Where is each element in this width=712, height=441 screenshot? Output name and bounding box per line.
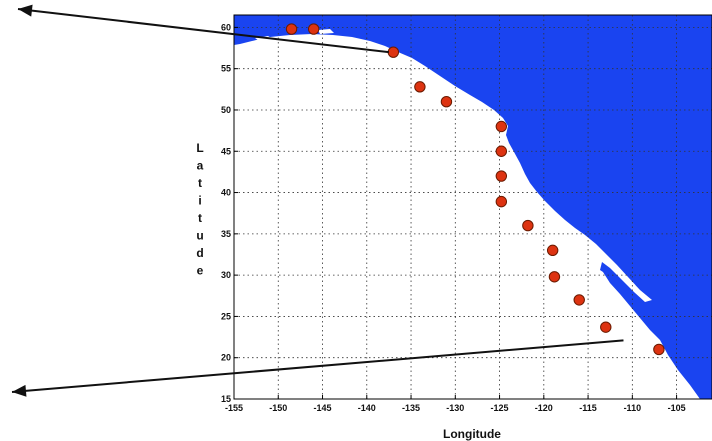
data-point [495, 195, 508, 208]
x-tick-label: -125 [491, 403, 509, 413]
data-point [573, 294, 585, 306]
y-axis-ticks: 60 55 50 45 40 35 30 25 20 15 [221, 22, 238, 404]
y-tick-label: 50 [221, 105, 231, 115]
y-axis-label-letter: t [198, 176, 202, 190]
x-tick-label: -145 [314, 403, 332, 413]
x-tick-label: -120 [535, 403, 553, 413]
coastline-region [234, 15, 712, 399]
data-point [546, 244, 559, 257]
data-point [414, 81, 426, 93]
x-tick-label: -105 [668, 403, 686, 413]
x-tick-label: -140 [358, 403, 376, 413]
y-tick-label: 40 [221, 188, 231, 198]
y-axis-label-letter: t [198, 211, 202, 225]
data-point [600, 321, 612, 333]
y-tick-label: 45 [221, 146, 231, 156]
x-tick-label: -130 [446, 403, 464, 413]
island-shape [318, 29, 334, 34]
arrow-head [12, 384, 27, 397]
data-point [495, 145, 508, 157]
x-axis-label: Longitude [443, 427, 501, 441]
data-point [653, 343, 665, 356]
y-tick-label: 55 [221, 64, 231, 74]
y-axis-label-letter: d [196, 246, 203, 260]
data-point [495, 120, 508, 133]
data-point [440, 96, 453, 108]
x-tick-label: -115 [579, 403, 597, 413]
x-tick-label: -150 [269, 403, 287, 413]
y-axis-label-letter: u [196, 229, 203, 243]
y-tick-label: 20 [221, 353, 231, 363]
data-point [387, 46, 400, 58]
y-tick-label: 15 [221, 394, 231, 404]
data-points [285, 23, 665, 356]
arrows [11, 4, 624, 397]
data-point [307, 23, 320, 35]
data-point [495, 170, 508, 182]
y-axis-label-letter: e [197, 264, 204, 278]
y-axis-label-letter: i [198, 194, 201, 208]
grid-lines [234, 15, 712, 399]
x-tick-label: -135 [402, 403, 420, 413]
x-tick-label: -110 [624, 403, 642, 413]
x-tick-label: -155 [225, 403, 243, 413]
arrow-head [18, 4, 33, 17]
y-axis-label-letter: a [197, 159, 204, 173]
y-tick-label: 25 [221, 311, 231, 321]
arrow-line [17, 8, 390, 54]
axes-frame [233, 14, 712, 400]
y-tick-label: 60 [221, 22, 231, 32]
y-tick-label: 30 [221, 270, 231, 280]
y-axis-label-letter: L [196, 141, 203, 155]
data-point [285, 23, 298, 35]
data-point [548, 271, 561, 283]
arrow-line [11, 339, 624, 393]
data-point [522, 219, 534, 232]
x-axis-ticks: -155 -150 -145 -140 -135 -130 -125 -120 -115 -110… [225, 395, 686, 413]
y-tick-label: 35 [221, 229, 231, 239]
